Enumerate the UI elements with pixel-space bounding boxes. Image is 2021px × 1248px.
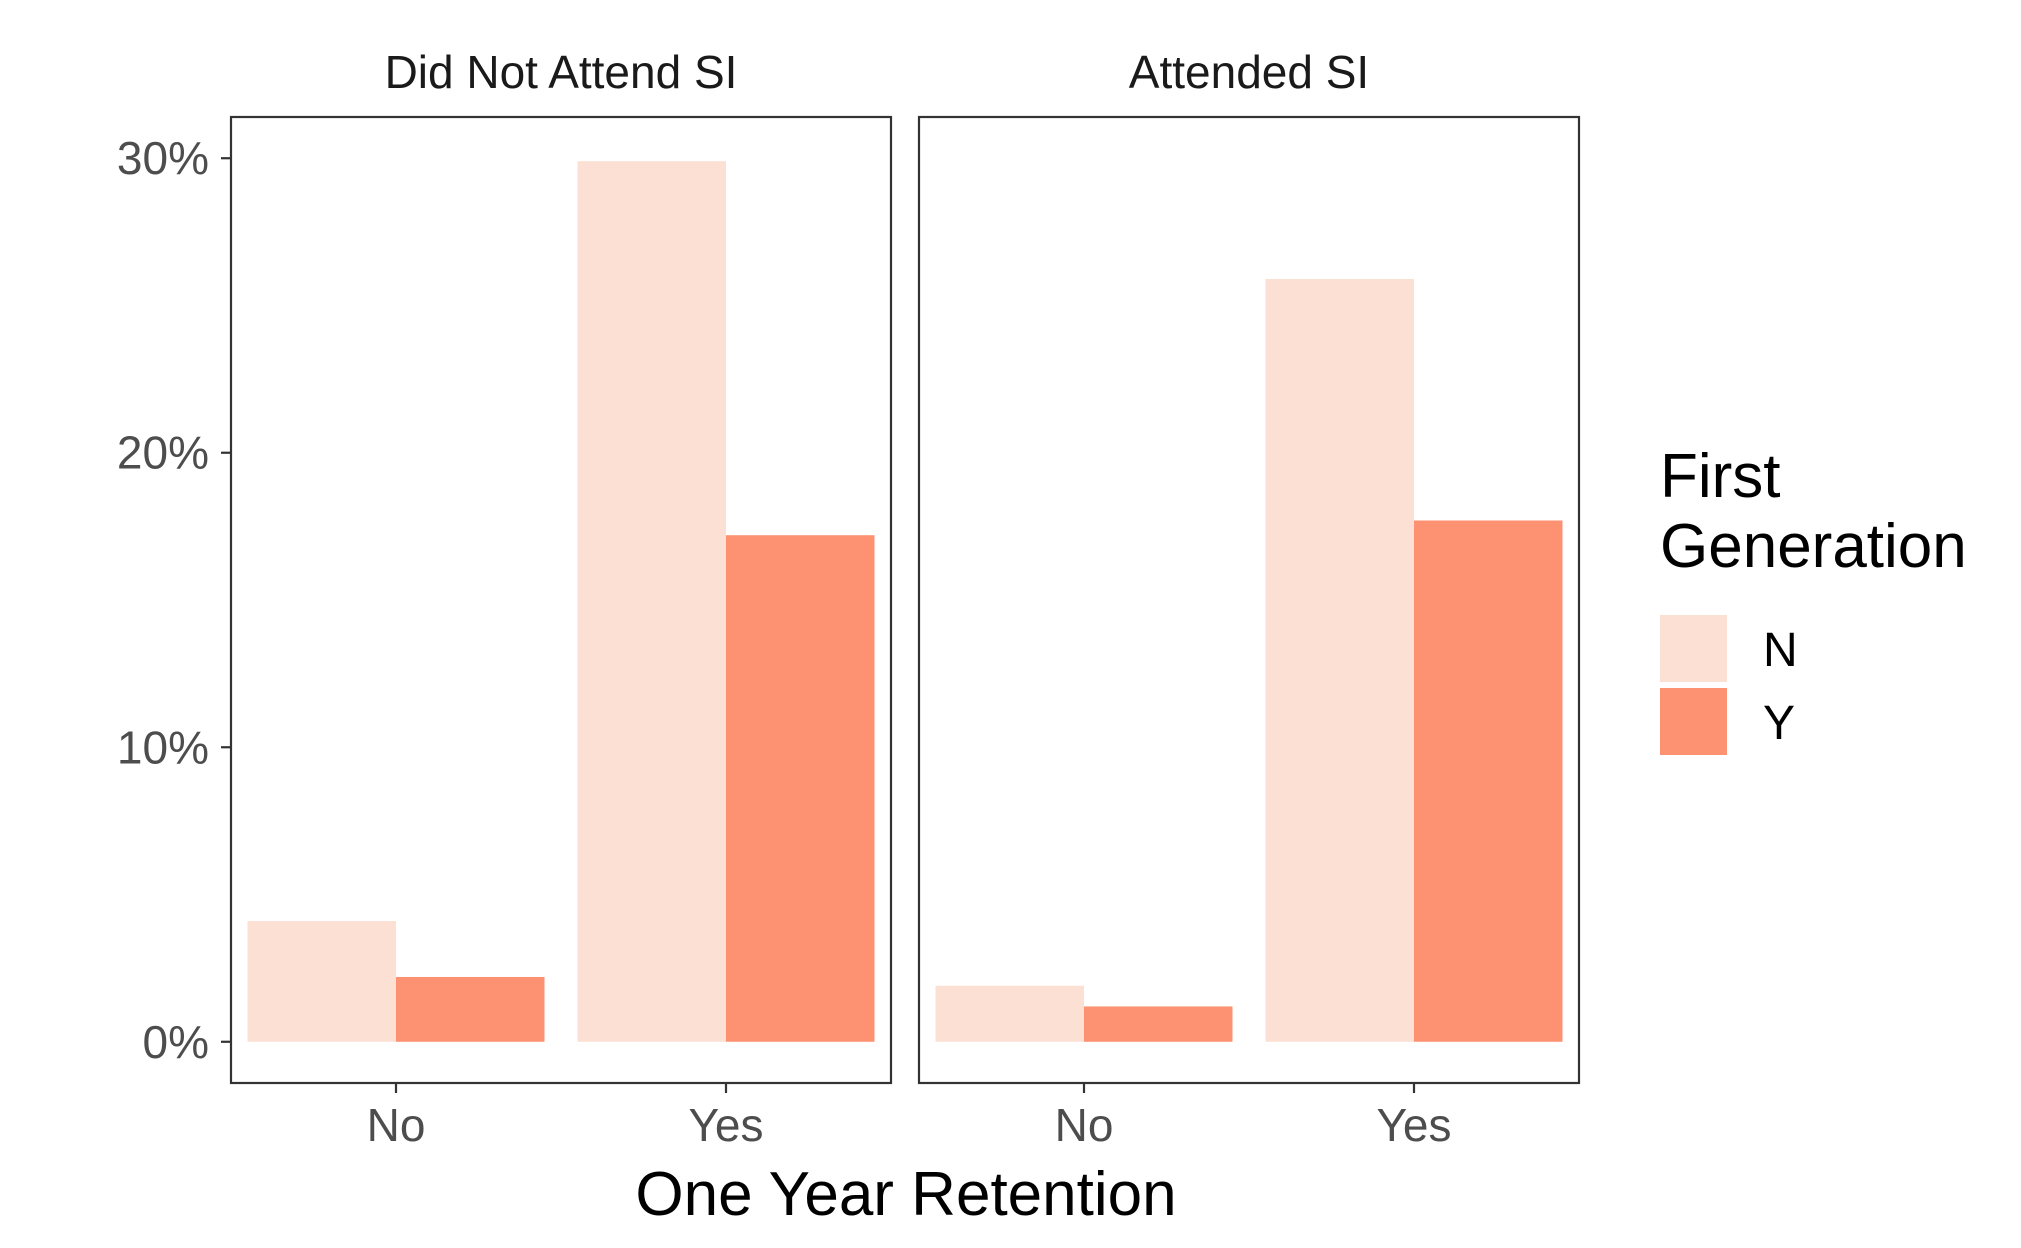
bar-did-not-attend-si-no-y <box>396 976 545 1042</box>
bar-did-not-attend-si-yes-n <box>577 161 726 1042</box>
y-tick-label: 0% <box>143 1016 209 1068</box>
legend-title-line-1: First <box>1660 442 1781 511</box>
facet-strip-label: Attended SI <box>1129 46 1369 98</box>
facet-strip-label: Did Not Attend SI <box>385 46 738 98</box>
facet-did-not-attend-si: Did Not Attend SI No Yes <box>229 46 893 1151</box>
bar-did-not-attend-si-yes-y <box>726 535 875 1042</box>
x-tick-label-no: No <box>367 1099 426 1151</box>
bar-attended-si-no-y <box>1084 1006 1233 1042</box>
y-tick-label: 10% <box>117 721 209 773</box>
panel-border <box>917 115 1581 1085</box>
bar-attended-si-no-n <box>935 985 1084 1042</box>
panel-border <box>229 115 893 1085</box>
legend-key-y <box>1660 688 1727 755</box>
facet-panels: Did Not Attend SI No Yes Attended SI No Yes <box>229 46 1581 1151</box>
x-tick-label-yes: Yes <box>688 1099 763 1151</box>
legend: First Generation N Y <box>1660 442 1967 755</box>
legend-label-n: N <box>1763 624 1798 677</box>
bar-did-not-attend-si-no-n <box>247 921 396 1042</box>
legend-label-y: Y <box>1763 697 1795 750</box>
bar-attended-si-yes-n <box>1265 278 1414 1042</box>
x-tick-label-yes: Yes <box>1376 1099 1451 1151</box>
legend-key-n <box>1660 615 1727 682</box>
legend-title-line-2: Generation <box>1660 512 1967 581</box>
facet-attended-si: Attended SI No Yes <box>917 46 1581 1151</box>
y-tick-label: 20% <box>117 427 209 479</box>
x-tick-label-no: No <box>1055 1099 1114 1151</box>
y-tick-label: 30% <box>117 132 209 184</box>
bar-attended-si-yes-y <box>1414 520 1563 1042</box>
y-axis: 0% 10% 20% 30% <box>117 132 231 1068</box>
x-axis-title: One Year Retention <box>635 1160 1176 1229</box>
